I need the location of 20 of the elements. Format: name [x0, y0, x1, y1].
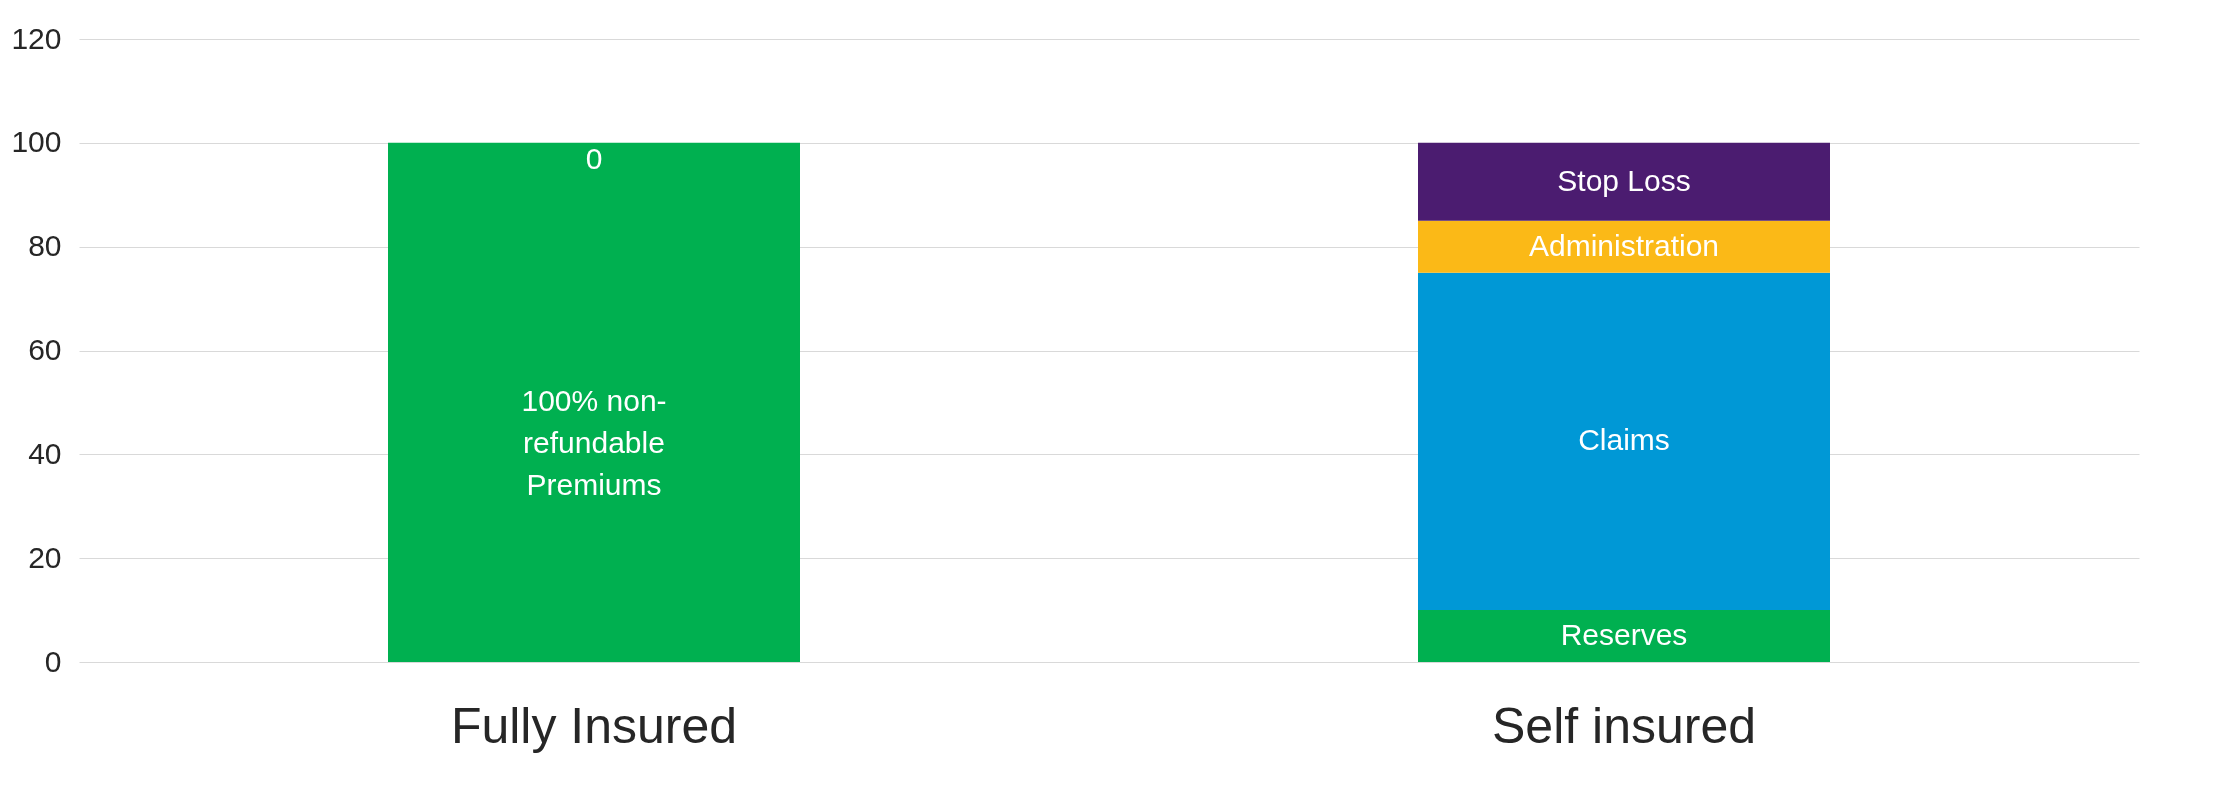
data-label: 100% non- refundable Premiums	[521, 384, 667, 502]
y-tick-label: 120	[11, 21, 62, 55]
y-tick-label: 0	[44, 644, 62, 678]
y-tick-label: 60	[28, 333, 62, 366]
data-label: Administration	[1528, 228, 1720, 262]
y-tick-label: 20	[28, 540, 62, 574]
data-label: Stop Loss	[1557, 163, 1691, 197]
bar	[388, 142, 800, 662]
y-tick-label: 100	[11, 125, 62, 159]
x-tick-label: Self insured	[1491, 697, 1757, 754]
data-label: 0	[585, 141, 603, 175]
bar	[1418, 610, 1830, 662]
bar	[1418, 272, 1830, 611]
data-label: Claims	[1578, 423, 1670, 457]
y-tick-label: 80	[28, 229, 62, 263]
bar	[1418, 220, 1830, 273]
bar	[1418, 142, 1830, 221]
x-tick-label: Fully Insured	[450, 697, 738, 754]
data-label: Reserves	[1560, 618, 1688, 652]
y-tick-label: 40	[28, 436, 62, 470]
